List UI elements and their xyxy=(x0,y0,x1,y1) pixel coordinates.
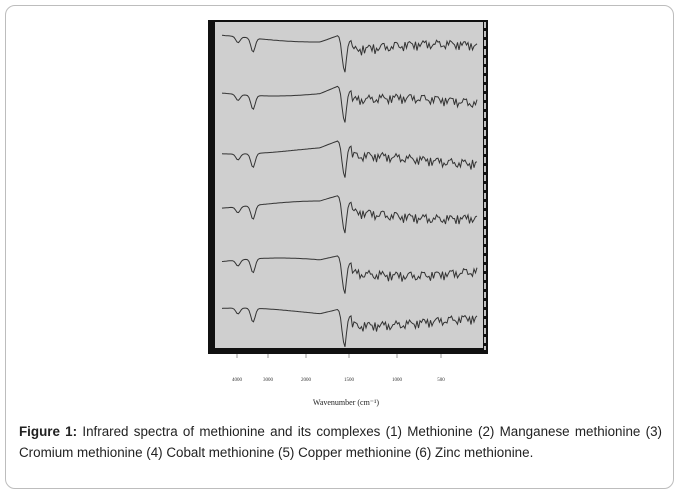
spectrum-trace xyxy=(221,140,478,178)
spectrum-trace xyxy=(221,34,478,73)
caption-text: Infrared spectra of methionine and its c… xyxy=(19,424,662,460)
tick-label: 1500 xyxy=(344,378,355,383)
axis-label: Wavenumber (cm⁻¹) xyxy=(313,398,380,407)
image-background xyxy=(215,22,483,348)
spectrum-image: 4000 3000 2000 1500 1000 500 Wavenumber (cm⁻¹… xyxy=(208,20,488,407)
tick-label: 3000 xyxy=(263,378,274,383)
tick-label: 2000 xyxy=(301,378,312,383)
spectrum-trace xyxy=(221,307,478,347)
tick-label: 500 xyxy=(437,378,445,383)
spectrum-trace xyxy=(221,255,478,294)
figure-frame xyxy=(5,5,674,489)
spectrum-trace xyxy=(221,85,478,123)
tick-label: 4000 xyxy=(232,378,243,383)
caption-label: Figure 1: xyxy=(19,424,78,439)
spectra xyxy=(221,34,478,347)
caption: Figure 1: Infrared spectra of methionine… xyxy=(19,421,662,463)
tick-label: 1000 xyxy=(392,378,403,383)
spectrum-trace xyxy=(221,195,478,234)
x-axis: 4000 3000 2000 1500 1000 500 xyxy=(232,354,445,383)
